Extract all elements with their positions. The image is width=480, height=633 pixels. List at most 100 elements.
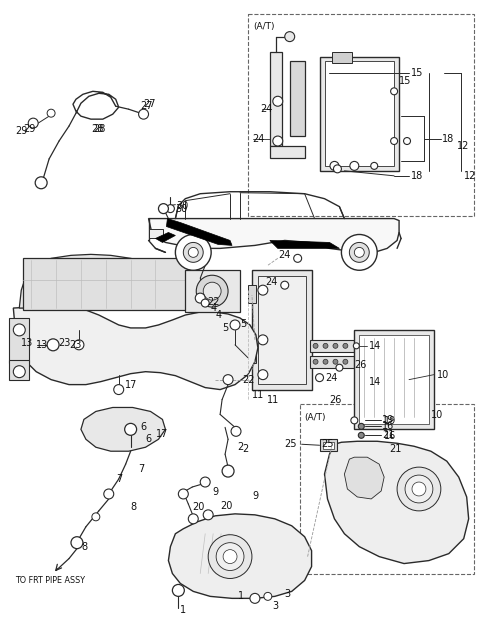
Bar <box>252 270 312 389</box>
Text: 30: 30 <box>176 201 189 211</box>
Text: TO FRT PIPE ASSY: TO FRT PIPE ASSY <box>15 576 85 585</box>
Text: 15: 15 <box>399 77 411 86</box>
Text: 4: 4 <box>210 303 216 313</box>
Polygon shape <box>344 457 384 499</box>
Circle shape <box>203 510 213 520</box>
Text: 3: 3 <box>272 601 278 611</box>
Text: 28: 28 <box>93 124 105 134</box>
Circle shape <box>231 427 241 436</box>
Text: (A/T): (A/T) <box>305 413 326 422</box>
Circle shape <box>412 482 426 496</box>
Text: 14: 14 <box>369 341 382 351</box>
Circle shape <box>273 136 283 146</box>
Circle shape <box>188 514 198 523</box>
Bar <box>323 442 335 449</box>
Circle shape <box>349 242 369 262</box>
Text: 5: 5 <box>240 319 246 329</box>
Circle shape <box>28 118 38 128</box>
Text: 18: 18 <box>411 171 423 181</box>
Circle shape <box>258 285 268 295</box>
Bar <box>23 258 187 310</box>
Polygon shape <box>167 218 232 246</box>
Text: 7: 7 <box>116 474 122 484</box>
Text: 21: 21 <box>389 444 401 454</box>
Circle shape <box>188 248 198 258</box>
Circle shape <box>74 340 84 350</box>
Text: 3: 3 <box>285 589 291 599</box>
Circle shape <box>183 242 203 262</box>
Circle shape <box>139 110 148 119</box>
Text: 13: 13 <box>36 340 48 350</box>
Bar <box>290 61 305 136</box>
Circle shape <box>333 343 338 348</box>
Circle shape <box>350 161 359 170</box>
Polygon shape <box>81 408 166 451</box>
Bar <box>320 56 399 171</box>
Text: 4: 4 <box>215 310 221 320</box>
Circle shape <box>343 360 348 364</box>
Bar <box>148 229 164 239</box>
Text: 16: 16 <box>384 431 396 441</box>
Circle shape <box>35 177 47 189</box>
Circle shape <box>200 477 210 487</box>
Text: 24: 24 <box>260 104 272 114</box>
Bar <box>9 318 29 363</box>
Circle shape <box>343 343 348 348</box>
Text: 17: 17 <box>156 429 168 439</box>
Circle shape <box>281 281 288 289</box>
Polygon shape <box>19 254 185 308</box>
Circle shape <box>315 373 324 382</box>
Circle shape <box>201 299 209 307</box>
Circle shape <box>391 88 397 95</box>
Bar <box>248 14 474 216</box>
Circle shape <box>47 339 59 351</box>
Circle shape <box>216 542 244 570</box>
Text: 6: 6 <box>141 422 147 432</box>
Text: 14: 14 <box>369 377 382 387</box>
Circle shape <box>250 593 260 603</box>
Circle shape <box>358 423 364 429</box>
Text: 2: 2 <box>242 444 248 454</box>
Text: 23: 23 <box>69 340 82 350</box>
Circle shape <box>336 364 343 371</box>
Circle shape <box>371 163 378 170</box>
Circle shape <box>195 293 205 303</box>
Text: 16: 16 <box>382 422 395 431</box>
Circle shape <box>258 335 268 345</box>
Circle shape <box>264 592 272 600</box>
Bar <box>270 51 282 146</box>
Polygon shape <box>168 514 312 598</box>
Text: 26: 26 <box>354 360 367 370</box>
Circle shape <box>13 324 25 336</box>
Bar <box>9 360 29 380</box>
Text: 1: 1 <box>238 591 244 601</box>
Bar <box>324 61 394 166</box>
Circle shape <box>330 161 339 170</box>
Text: 25: 25 <box>285 439 297 449</box>
Text: 20: 20 <box>220 501 232 511</box>
Bar <box>300 404 474 573</box>
Circle shape <box>223 549 237 563</box>
Bar <box>185 270 240 312</box>
Polygon shape <box>270 241 339 248</box>
Text: 30: 30 <box>175 204 188 213</box>
Circle shape <box>404 137 410 144</box>
Circle shape <box>223 375 233 385</box>
Text: 19: 19 <box>382 415 395 425</box>
Text: 17: 17 <box>125 380 137 389</box>
Text: 9: 9 <box>212 487 218 497</box>
Text: 21: 21 <box>382 430 395 441</box>
Text: 24: 24 <box>252 134 264 144</box>
Circle shape <box>92 513 100 521</box>
Text: 10: 10 <box>437 370 449 380</box>
Polygon shape <box>148 218 399 253</box>
Text: 10: 10 <box>431 410 443 420</box>
Bar <box>360 335 429 424</box>
Circle shape <box>313 360 318 364</box>
Circle shape <box>172 584 184 596</box>
Circle shape <box>323 360 328 364</box>
Text: (A/T): (A/T) <box>253 22 275 31</box>
Circle shape <box>285 32 295 42</box>
Text: 8: 8 <box>81 542 87 552</box>
Polygon shape <box>156 232 175 242</box>
